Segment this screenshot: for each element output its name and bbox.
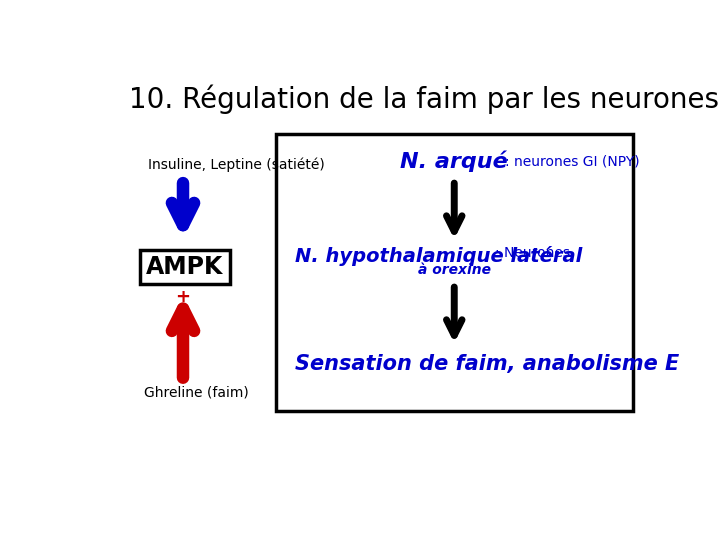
Text: +: + [176, 288, 191, 306]
Bar [276, 134, 632, 411]
Text: à orexine: à orexine [418, 262, 491, 276]
Text: : Neurones: : Neurones [495, 246, 570, 260]
Text: N. arqué: N. arqué [400, 150, 508, 172]
Text: Sensation de faim, anabolisme E: Sensation de faim, anabolisme E [295, 354, 680, 374]
Bar [140, 249, 230, 284]
Text: N. hypothalamique latéral: N. hypothalamique latéral [295, 246, 582, 266]
Text: -: - [179, 244, 186, 262]
Text: Ghreline (faim): Ghreline (faim) [144, 385, 249, 399]
Text: Insuline, Leptine (satiété): Insuline, Leptine (satiété) [148, 158, 325, 172]
Text: AMPK: AMPK [146, 255, 224, 279]
Text: 10. Régulation de la faim par les neurones  GI: 10. Régulation de la faim par les neuron… [129, 84, 720, 113]
Text: : neurones GI (NPY): : neurones GI (NPY) [505, 154, 639, 168]
